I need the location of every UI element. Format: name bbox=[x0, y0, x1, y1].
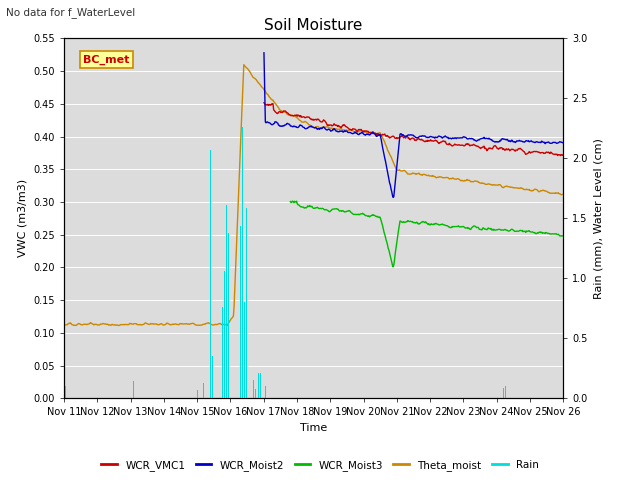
Text: No data for f_WaterLevel: No data for f_WaterLevel bbox=[6, 7, 136, 18]
Y-axis label: Rain (mm), Water Level (cm): Rain (mm), Water Level (cm) bbox=[593, 138, 604, 299]
X-axis label: Time: Time bbox=[300, 423, 327, 433]
Y-axis label: VWC (m3/m3): VWC (m3/m3) bbox=[18, 180, 28, 257]
Legend: WCR_VMC1, WCR_Moist2, WCR_Moist3, Theta_moist, Rain: WCR_VMC1, WCR_Moist2, WCR_Moist3, Theta_… bbox=[97, 456, 543, 475]
Title: Soil Moisture: Soil Moisture bbox=[264, 18, 363, 33]
Text: BC_met: BC_met bbox=[83, 55, 130, 65]
